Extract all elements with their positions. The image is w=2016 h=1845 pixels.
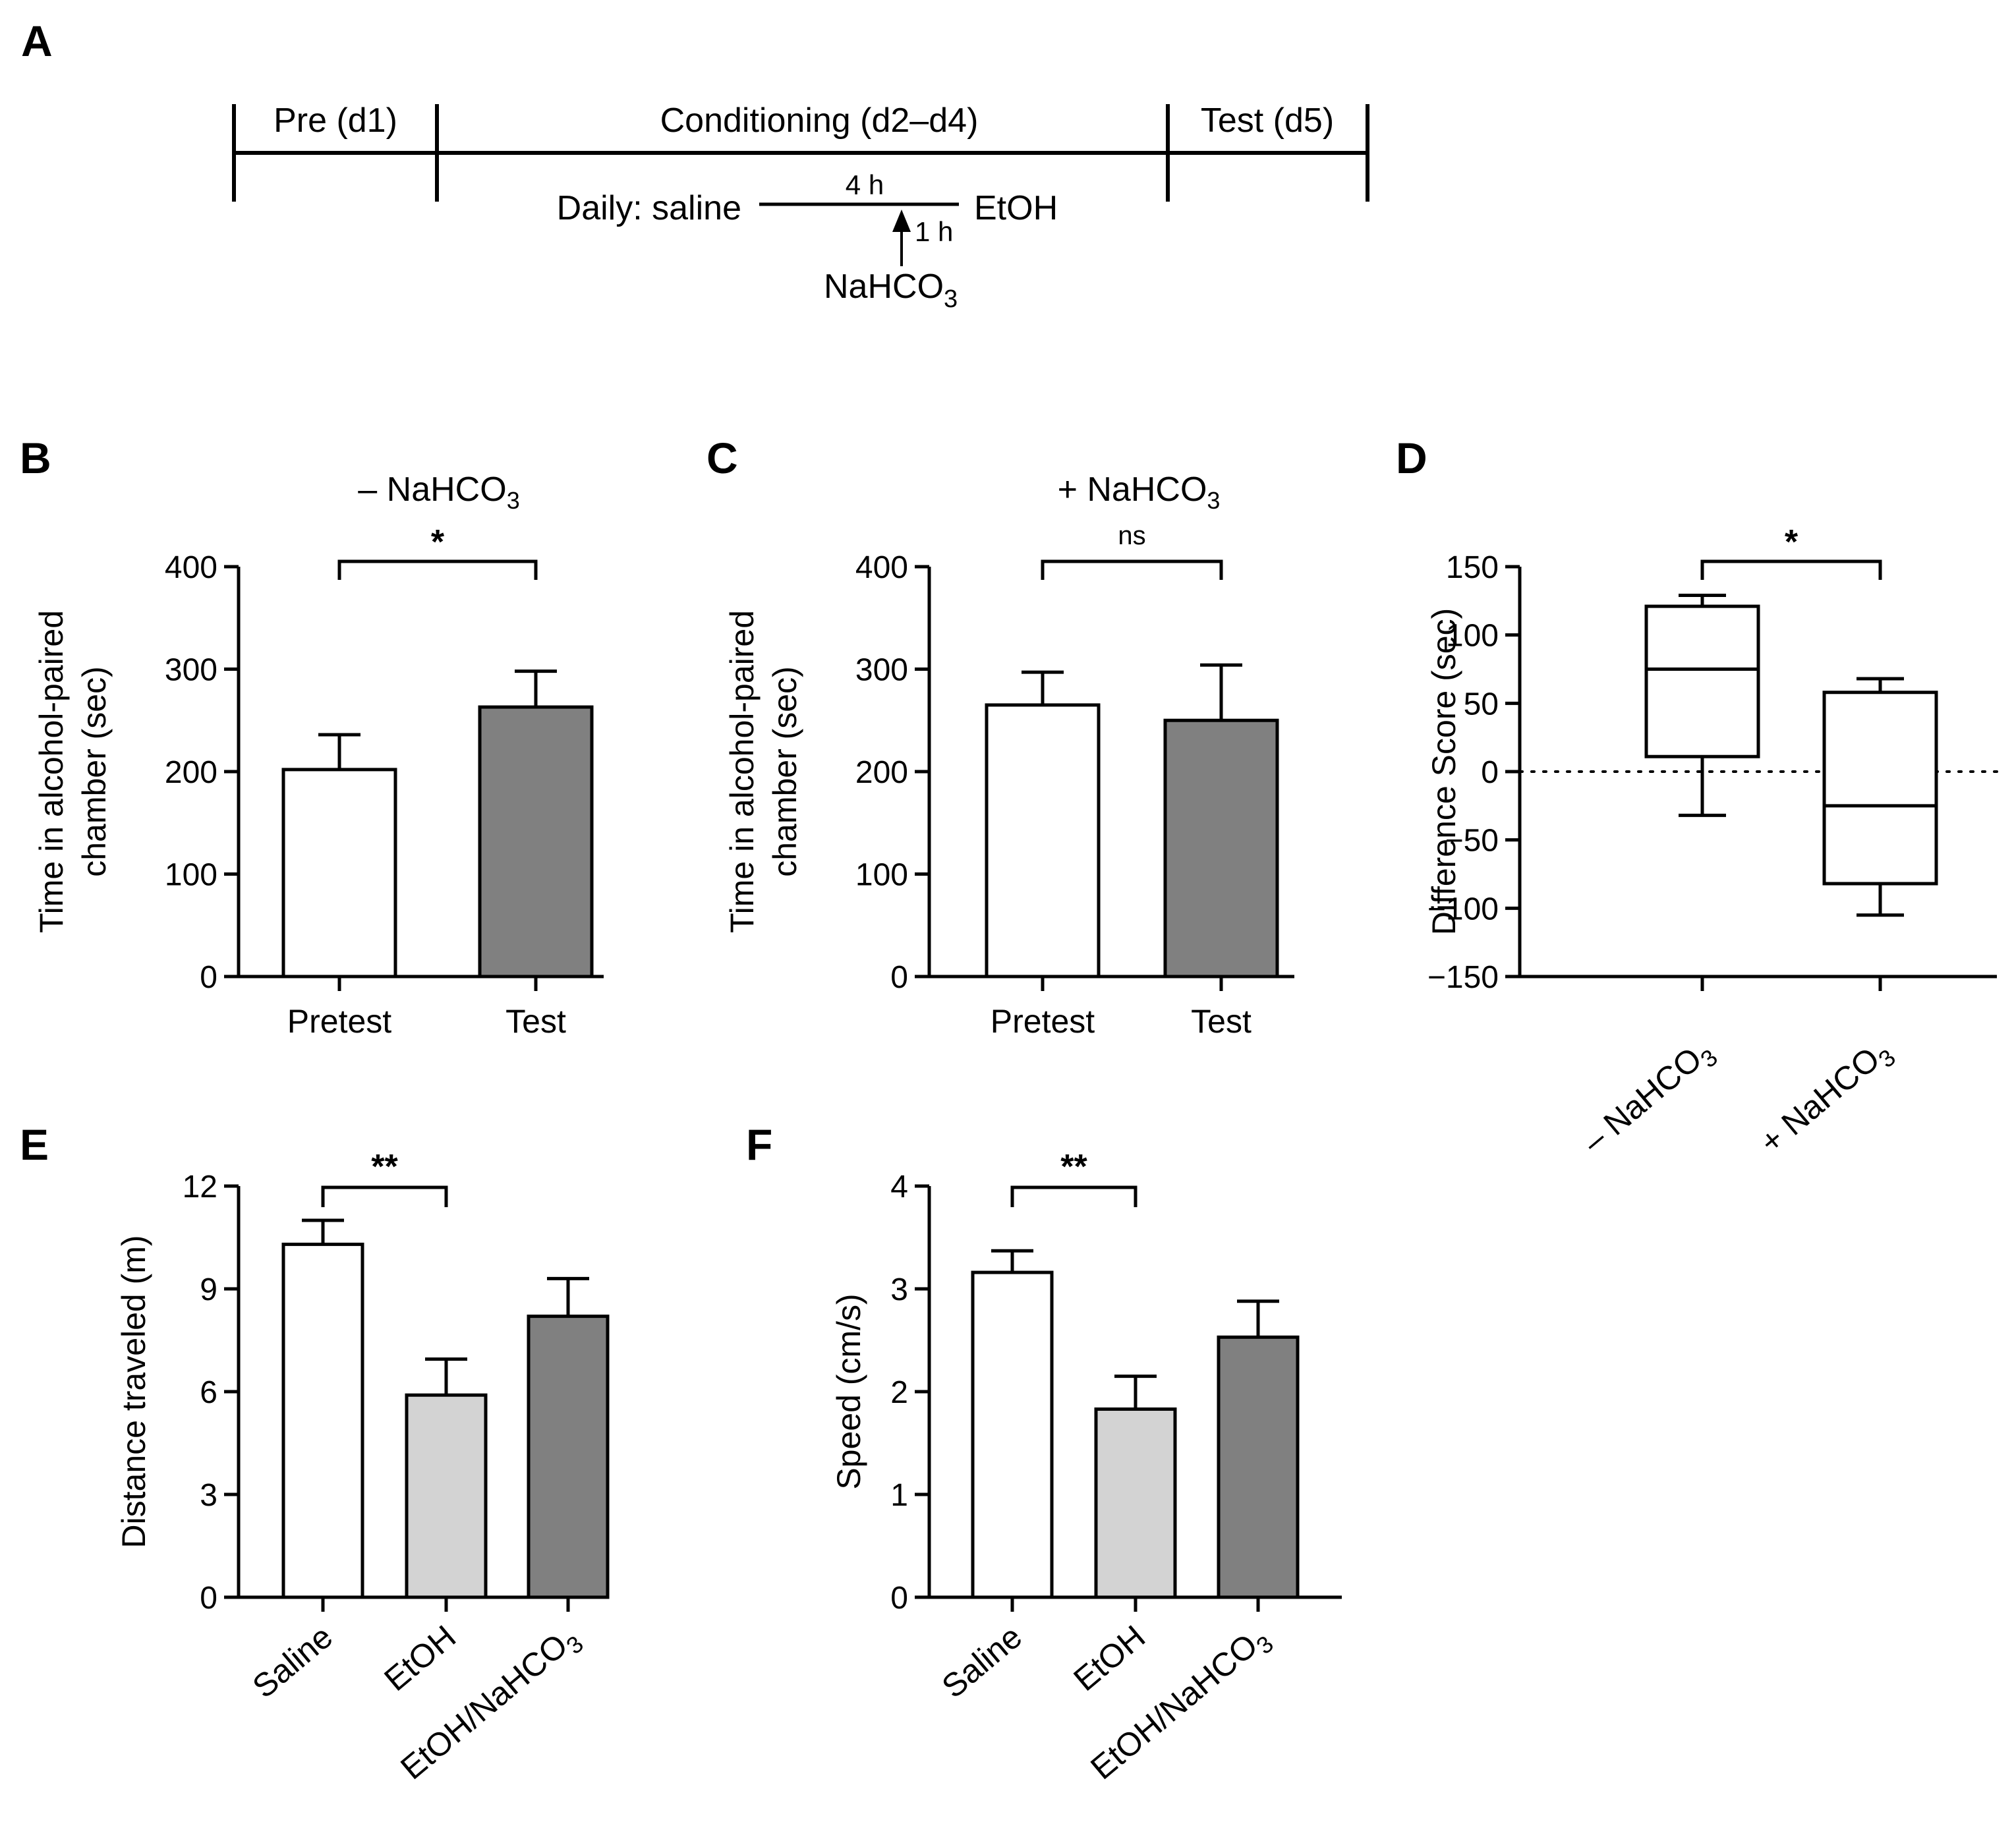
nahco3-treatment-label: NaHCO3 — [824, 268, 958, 313]
significance-bracket — [1700, 559, 1882, 580]
bar — [281, 1242, 364, 1599]
significance-label: ns — [1118, 521, 1145, 550]
y-axis-title: Time in alcohol-paired — [33, 610, 70, 933]
bar — [1217, 1335, 1300, 1599]
y-tick-label: 0 — [200, 960, 217, 995]
phase-test-label: Test (d5) — [1201, 101, 1334, 140]
significance-bracket — [1041, 559, 1223, 580]
y-tick-label: 6 — [200, 1375, 217, 1410]
y-axis-title: chamber (sec) — [766, 666, 803, 877]
chart-panel-b: B – NaHCO3 0 100 200 300 400 Time in alcohol-pa… — [20, 434, 604, 1040]
bar — [478, 705, 594, 979]
y-tick-label: 0 — [1481, 755, 1499, 790]
y-tick-label: −150 — [1427, 960, 1499, 995]
y-tick-label: 3 — [200, 1478, 217, 1513]
category-label: EtOH — [1066, 1618, 1152, 1698]
significance-bracket — [337, 559, 538, 580]
panel-label-f: F — [746, 1120, 772, 1169]
y-axis-title: chamber (sec) — [76, 666, 113, 877]
chart-panel-d: D −150 −100 −50 0 50 100 150 Difference Score (s… — [1396, 434, 1998, 1166]
y-tick-label: 300 — [855, 653, 908, 688]
y-axis-title: Distance traveled (m) — [115, 1235, 152, 1548]
chart-title: – NaHCO3 — [358, 470, 519, 514]
phase-conditioning-label: Conditioning (d2–d4) — [660, 101, 979, 140]
category-label: – NaHCO3 — [1576, 1032, 1723, 1165]
significance-label: ** — [1060, 1148, 1087, 1186]
panel-label-a: A — [21, 16, 53, 65]
y-tick-label: −100 — [1427, 892, 1499, 926]
bar — [1094, 1407, 1177, 1599]
y-tick-label: 3 — [890, 1272, 908, 1307]
phase-pre-label: Pre (d1) — [274, 101, 397, 140]
y-tick-label: 150 — [1446, 550, 1499, 585]
y-axis-title: Speed (cm/s) — [830, 1293, 867, 1489]
category-label: + NaHCO3 — [1753, 1032, 1901, 1166]
category-label: Saline — [246, 1618, 339, 1705]
significance-label: ** — [371, 1148, 398, 1186]
chart-panel-c: C + NaHCO3 0 100 200 300 400 Time in alcohol-pa… — [706, 434, 1294, 1040]
panel-label-e: E — [20, 1120, 49, 1169]
y-tick-label: 200 — [165, 755, 217, 790]
category-label: Test — [505, 1003, 566, 1040]
y-tick-label: −50 — [1445, 824, 1499, 859]
box — [1822, 691, 1938, 886]
category-label: Pretest — [287, 1003, 392, 1040]
y-tick-label: 0 — [890, 960, 908, 995]
y-tick-label: 0 — [890, 1581, 908, 1616]
daily-saline-label: Daily: saline — [557, 189, 741, 227]
y-tick-label: 50 — [1464, 687, 1499, 722]
y-tick-label: 400 — [855, 550, 908, 585]
y-tick-label: 1 — [890, 1478, 908, 1513]
y-tick-label: 4 — [890, 1170, 908, 1205]
significance-label: * — [1785, 523, 1799, 561]
significance-label: * — [431, 523, 445, 561]
category-label: EtOH — [377, 1618, 463, 1698]
panel-label-c: C — [706, 434, 738, 482]
daily-etoh-label: EtOH — [974, 189, 1058, 227]
y-axis-title: Time in alcohol-paired — [724, 610, 761, 933]
interval-4h-label: 4 h — [846, 169, 884, 200]
box — [1644, 604, 1760, 758]
category-label: Test — [1191, 1003, 1252, 1040]
y-tick-label: 9 — [200, 1272, 217, 1307]
y-axis-title: Difference Score (sec) — [1426, 608, 1462, 935]
panel-label-b: B — [20, 434, 51, 482]
y-tick-label: 12 — [183, 1170, 217, 1205]
y-tick-label: 100 — [1446, 619, 1499, 654]
bar — [281, 768, 397, 979]
bar — [527, 1315, 610, 1599]
category-label: Pretest — [991, 1003, 1095, 1040]
bar — [1163, 718, 1279, 979]
nahco3-arrow-head-icon — [892, 210, 911, 232]
y-tick-label: 0 — [200, 1581, 217, 1616]
bar — [405, 1393, 488, 1599]
y-tick-label: 400 — [165, 550, 217, 585]
chart-title: + NaHCO3 — [1058, 470, 1221, 514]
panel-label-d: D — [1396, 434, 1427, 482]
interval-1h-label: 1 h — [915, 216, 953, 247]
category-label: Saline — [935, 1618, 1029, 1705]
y-tick-label: 2 — [890, 1375, 908, 1410]
bar — [971, 1270, 1054, 1599]
panel-a-timeline: A Pre (d1) Conditioning (d2–d4) Test (d5… — [21, 16, 1369, 313]
bar — [985, 703, 1101, 979]
significance-bracket — [321, 1185, 448, 1207]
y-tick-label: 300 — [165, 653, 217, 688]
significance-bracket — [1010, 1185, 1138, 1207]
y-tick-label: 200 — [855, 755, 908, 790]
y-tick-label: 100 — [165, 858, 217, 893]
y-tick-label: 100 — [855, 858, 908, 893]
